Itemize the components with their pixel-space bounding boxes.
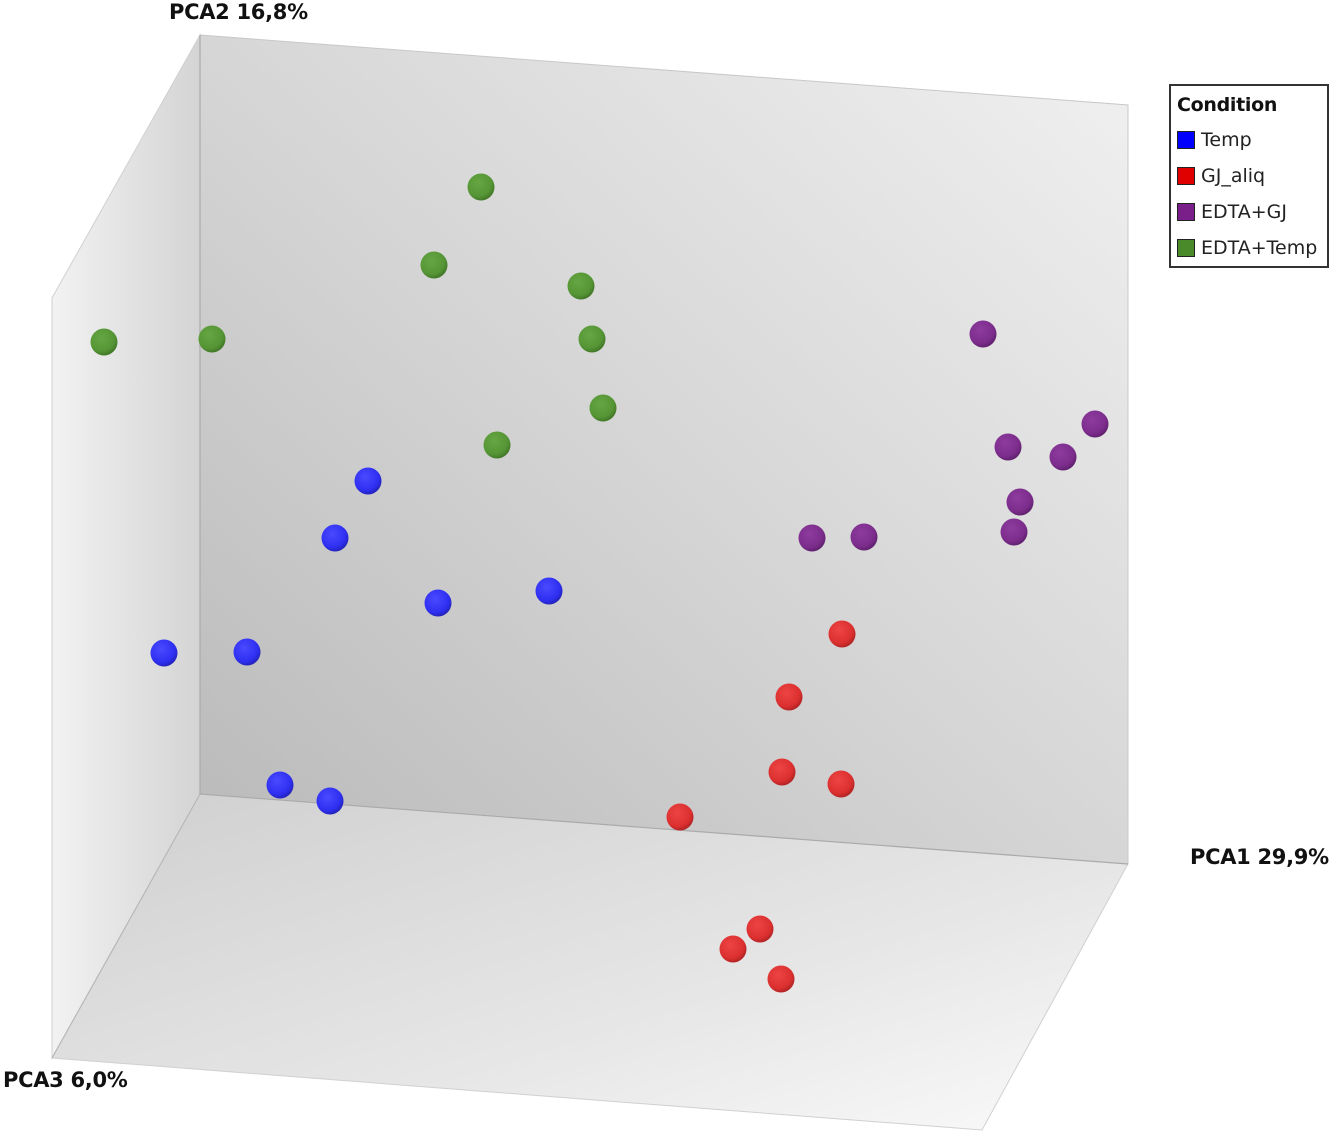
data-point-gj-aliq xyxy=(719,935,747,963)
data-point-gj-aliq xyxy=(768,758,796,786)
data-point-edta-gj xyxy=(969,320,997,348)
data-point-temp xyxy=(316,787,344,815)
data-point-edta-temp xyxy=(467,173,495,201)
legend-swatch-icon xyxy=(1177,203,1195,221)
data-point-edta-temp xyxy=(420,251,448,279)
data-point-edta-gj xyxy=(1049,443,1077,471)
data-point-edta-temp xyxy=(90,328,118,356)
data-point-edta-gj xyxy=(798,524,826,552)
data-point-temp xyxy=(424,589,452,617)
back-bottom-edge xyxy=(199,793,1129,865)
data-point-edta-gj xyxy=(1000,518,1028,546)
data-point-gj-aliq xyxy=(827,770,855,798)
data-point-edta-gj xyxy=(994,433,1022,461)
data-point-edta-gj xyxy=(1081,410,1109,438)
back-wall xyxy=(199,34,1129,865)
data-point-temp xyxy=(321,524,349,552)
axis-label-pca2: PCA2 16,8% xyxy=(169,0,308,24)
legend-item-gj-aliq[interactable]: GJ_aliq xyxy=(1177,158,1327,194)
data-point-gj-aliq xyxy=(746,915,774,943)
data-point-gj-aliq xyxy=(775,683,803,711)
data-point-edta-temp xyxy=(578,325,606,353)
data-point-temp xyxy=(150,639,178,667)
data-point-edta-temp xyxy=(589,394,617,422)
legend-item-edta-gj[interactable]: EDTA+GJ xyxy=(1177,194,1327,230)
legend-label: GJ_aliq xyxy=(1201,165,1266,187)
data-point-gj-aliq xyxy=(666,803,694,831)
data-point-edta-gj xyxy=(1006,488,1034,516)
legend-swatch-icon xyxy=(1177,239,1195,257)
legend-swatch-icon xyxy=(1177,131,1195,149)
axis-label-pca3: PCA3 6,0% xyxy=(3,1068,128,1092)
data-point-temp xyxy=(535,577,563,605)
data-point-edta-gj xyxy=(850,523,878,551)
legend-title: Condition xyxy=(1177,94,1278,116)
legend-item-edta-temp[interactable]: EDTA+Temp xyxy=(1177,230,1327,266)
legend-swatch-icon xyxy=(1177,167,1195,185)
legend-label: EDTA+Temp xyxy=(1201,237,1318,259)
data-point-temp xyxy=(354,467,382,495)
data-point-edta-temp xyxy=(483,431,511,459)
data-point-edta-temp xyxy=(567,272,595,300)
axis-label-pca1: PCA1 29,9% xyxy=(1190,845,1329,869)
legend-label: Temp xyxy=(1201,129,1252,151)
legend-item-temp[interactable]: Temp xyxy=(1177,122,1327,158)
floor-left-edge xyxy=(51,793,201,1059)
legend: Condition Temp GJ_aliq EDTA+GJ EDTA+Temp xyxy=(1169,84,1329,268)
data-point-gj-aliq xyxy=(767,965,795,993)
data-point-gj-aliq xyxy=(828,620,856,648)
data-point-edta-temp xyxy=(198,325,226,353)
data-point-temp xyxy=(233,638,261,666)
data-points xyxy=(90,173,1109,993)
legend-label: EDTA+GJ xyxy=(1201,201,1288,223)
data-point-temp xyxy=(266,771,294,799)
